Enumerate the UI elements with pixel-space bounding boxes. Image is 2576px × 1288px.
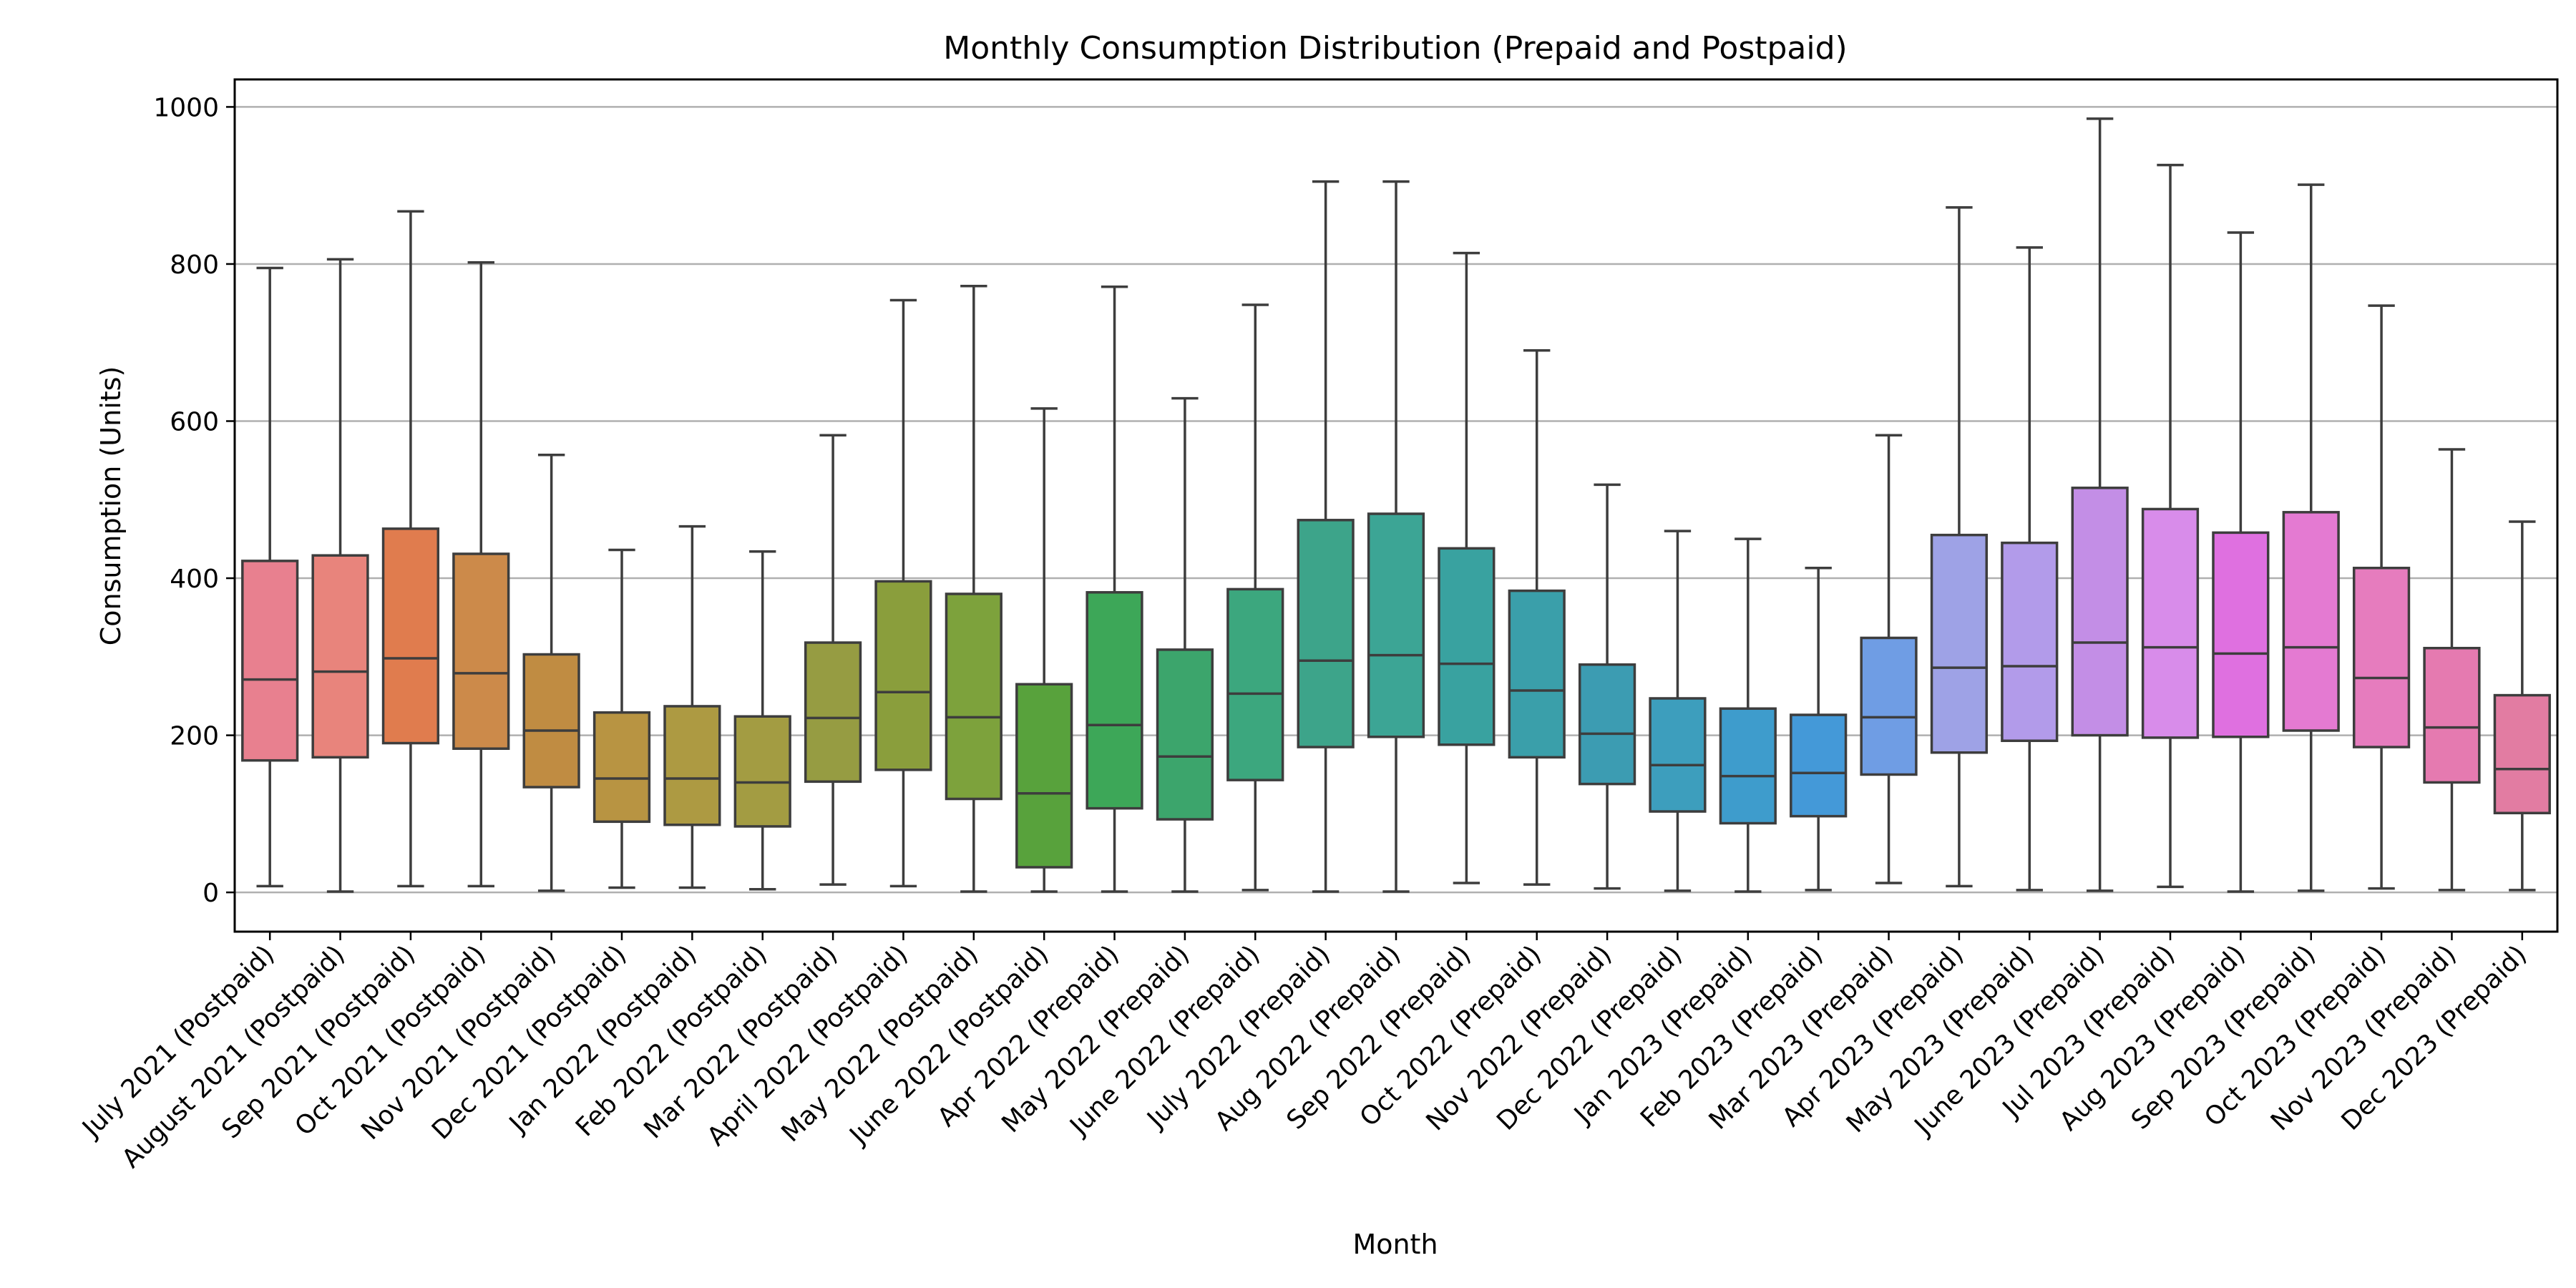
- box-iqr: [2141, 507, 2200, 739]
- box-iqr: [592, 711, 651, 824]
- box-iqr: [1790, 713, 1848, 818]
- box-17: [1367, 180, 1425, 893]
- y-tick-label: 1000: [153, 93, 219, 122]
- box-iqr: [1930, 533, 1989, 754]
- box-iqr: [2423, 646, 2481, 784]
- box-iqr: [2071, 487, 2129, 737]
- box-27: [2071, 117, 2129, 892]
- box-iqr: [1649, 697, 1707, 813]
- chart-title: Monthly Consumption Distribution (Prepai…: [943, 30, 1847, 67]
- box-5: [522, 453, 580, 892]
- box-11: [945, 284, 1002, 893]
- box-26: [2001, 246, 2059, 892]
- y-tick-label: 200: [170, 722, 219, 751]
- box-9: [804, 434, 862, 886]
- box-iqr: [663, 705, 721, 826]
- box-24: [1860, 434, 1918, 884]
- box-21: [1649, 530, 1707, 892]
- box-32: [2423, 448, 2481, 892]
- x-axis-label: Month: [1352, 1229, 1438, 1260]
- box-iqr: [874, 580, 932, 771]
- box-iqr: [1578, 663, 1636, 786]
- box-iqr: [945, 592, 1002, 801]
- box-19: [1508, 348, 1566, 886]
- box-series: [241, 117, 2551, 893]
- box-20: [1578, 483, 1636, 890]
- box-iqr: [452, 552, 510, 750]
- box-30: [2282, 183, 2340, 892]
- box-iqr: [1156, 648, 1214, 821]
- box-12: [1015, 407, 1073, 893]
- box-iqr: [2352, 567, 2411, 748]
- box-iqr: [2212, 531, 2270, 738]
- box-2: [311, 258, 369, 893]
- box-iqr: [2493, 693, 2551, 814]
- box-22: [1719, 537, 1777, 893]
- box-iqr: [1860, 636, 1918, 776]
- box-18: [1438, 251, 1496, 884]
- box-14: [1156, 396, 1214, 893]
- box-iqr: [1226, 587, 1284, 781]
- x-axis: July 2021 (Postpaid)August 2021 (Postpai…: [76, 932, 2532, 1174]
- box-iqr: [381, 527, 440, 745]
- box-16: [1297, 180, 1355, 893]
- box-iqr: [733, 715, 791, 828]
- box-iqr: [2282, 511, 2340, 732]
- box-25: [1930, 206, 1989, 888]
- box-15: [1226, 303, 1284, 892]
- box-28: [2141, 163, 2200, 889]
- box-iqr: [1719, 707, 1777, 825]
- box-4: [452, 261, 510, 888]
- box-iqr: [241, 560, 299, 762]
- box-23: [1790, 567, 1848, 892]
- box-iqr: [1085, 591, 1143, 810]
- y-tick-label: 800: [170, 250, 219, 280]
- box-iqr: [1367, 512, 1425, 738]
- box-iqr: [2001, 541, 2059, 743]
- y-axis: 0 200 400 600 800 1000: [153, 93, 235, 908]
- box-iqr: [1508, 589, 1566, 759]
- box-31: [2352, 304, 2411, 890]
- box-6: [592, 548, 651, 889]
- box-iqr: [1438, 547, 1496, 746]
- box-iqr: [804, 641, 862, 784]
- box-7: [663, 525, 721, 889]
- y-tick-label: 600: [170, 407, 219, 436]
- box-10: [874, 298, 932, 888]
- box-33: [2493, 520, 2551, 892]
- box-3: [381, 210, 440, 888]
- box-13: [1085, 286, 1143, 893]
- box-iqr: [311, 554, 369, 759]
- y-axis-label: Consumption (Units): [95, 366, 127, 646]
- box-29: [2212, 231, 2270, 893]
- box-1: [241, 266, 299, 888]
- y-tick-label: 400: [170, 565, 219, 594]
- y-tick-label: 0: [203, 879, 219, 908]
- box-iqr: [1297, 519, 1355, 748]
- box-iqr: [1015, 683, 1073, 869]
- box-iqr: [522, 653, 580, 789]
- box-8: [733, 550, 791, 891]
